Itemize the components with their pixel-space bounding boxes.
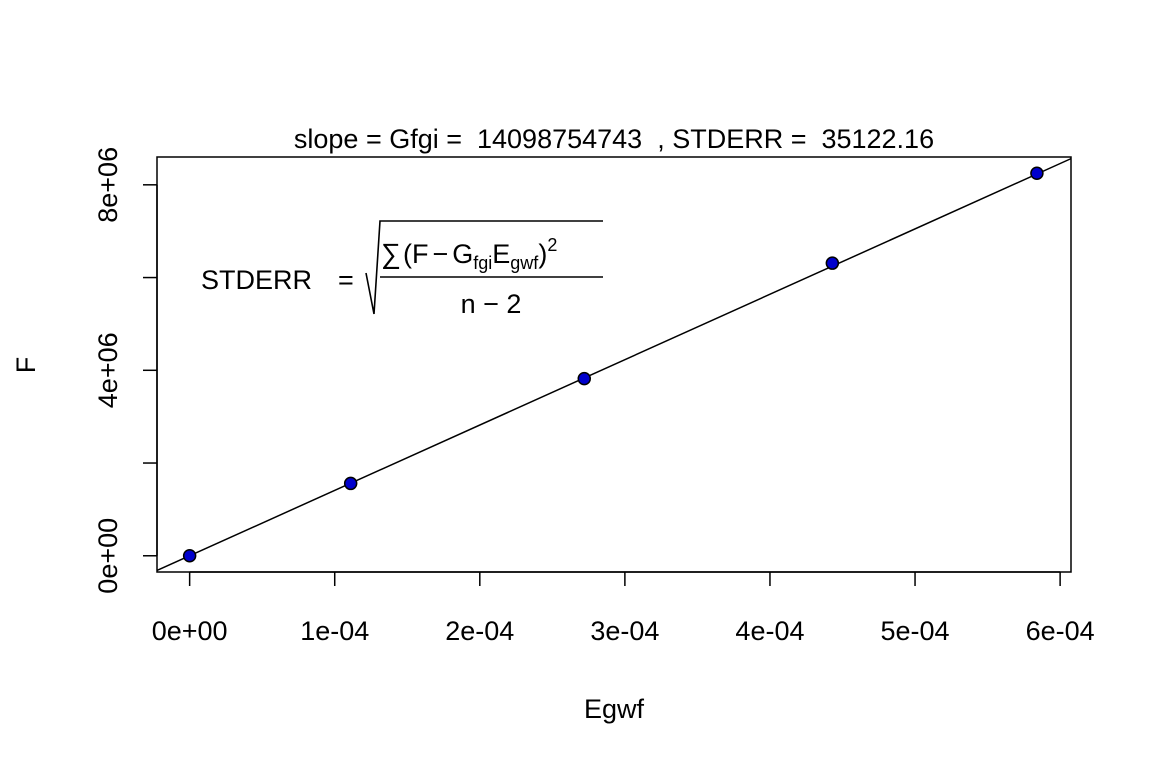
y-tick-label: 4e+06 [93, 332, 123, 408]
g-subscript: fgi [473, 253, 492, 273]
data-point [182, 549, 197, 563]
y-axis: 0e+00 4e+06 8e+06 [93, 147, 158, 594]
formula-equals: = [338, 265, 354, 295]
fit-line [156, 157, 1072, 572]
fit-line-group [156, 157, 1072, 572]
paren-close: ) [538, 239, 547, 269]
data-point [825, 256, 840, 270]
power-exponent: 2 [547, 235, 557, 255]
var-e: E [492, 239, 510, 269]
var-g: G [452, 239, 473, 269]
x-tick-label: 0e+00 [152, 616, 228, 646]
y-tick-label: 8e+06 [93, 147, 123, 223]
sum-symbol: ∑ [381, 238, 401, 269]
data-points [182, 166, 1044, 563]
x-tick-label: 5e-04 [881, 616, 950, 646]
x-tick-label: 2e-04 [445, 616, 514, 646]
data-point [343, 476, 358, 491]
y-tick-label: 0e+00 [93, 518, 123, 594]
formula-lhs: STDERR [201, 265, 312, 295]
chart-title: slope = Gfgi = 14098754743 , STDERR = 35… [294, 124, 934, 154]
x-tick-label: 1e-04 [300, 616, 369, 646]
y-axis-label: F [11, 357, 41, 374]
data-point [577, 371, 592, 386]
x-tick-label: 4e-04 [735, 616, 804, 646]
minus-sign: − [432, 239, 448, 269]
x-axis-label: Egwf [584, 694, 645, 724]
x-axis: 0e+00 1e-04 2e-04 3e-04 4e-04 5e-04 6e-04 [152, 571, 1095, 646]
radical-sign [365, 220, 603, 315]
stderr-formula: STDERR = ∑(F − GfgiEgwf)2 n − 2 [201, 220, 603, 319]
data-point [1030, 166, 1044, 180]
x-tick-label: 6e-04 [1026, 616, 1095, 646]
e-subscript: gwf [510, 253, 539, 273]
var-f: F [412, 239, 429, 269]
paren-open: ( [403, 239, 412, 269]
formula-numerator: ∑(F − GfgiEgwf)2 [381, 235, 557, 273]
formula-denominator: n − 2 [461, 289, 522, 319]
x-tick-label: 3e-04 [590, 616, 659, 646]
